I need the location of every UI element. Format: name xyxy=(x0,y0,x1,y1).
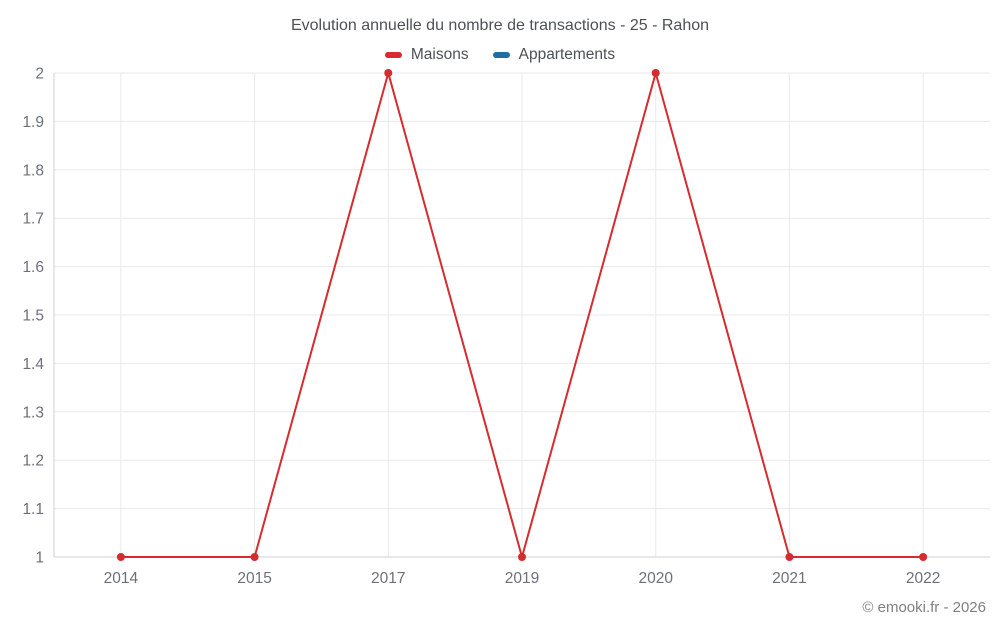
data-point-maisons-2022[interactable] xyxy=(919,553,928,561)
copyright: © emooki.fr - 2026 xyxy=(862,599,986,616)
x-tick-label: 2020 xyxy=(638,570,673,587)
x-tick-label: 2015 xyxy=(237,570,271,587)
data-point-maisons-2015[interactable] xyxy=(250,553,259,561)
legend-swatch xyxy=(384,52,402,58)
x-tick-label: 2019 xyxy=(505,570,539,587)
y-tick-label: 1 xyxy=(35,550,44,567)
legend-item-appartements[interactable]: Appartements xyxy=(492,46,616,64)
y-tick-label: 1.5 xyxy=(22,308,44,325)
x-tick-label: 2017 xyxy=(371,570,405,587)
y-tick-label: 1.3 xyxy=(22,404,44,421)
y-tick-label: 1.1 xyxy=(22,501,44,518)
data-point-maisons-2019[interactable] xyxy=(518,553,526,561)
legend: Maisons Appartements xyxy=(0,46,1000,64)
y-tick-label: 1.2 xyxy=(22,453,44,470)
chart-title: Evolution annuelle du nombre de transact… xyxy=(290,17,710,34)
data-point-maisons-2017[interactable] xyxy=(384,69,393,77)
legend-swatch xyxy=(492,52,510,58)
x-tick-label: 2014 xyxy=(104,570,139,587)
y-tick-label: 1.4 xyxy=(22,356,44,373)
data-point-maisons-2021[interactable] xyxy=(785,553,794,561)
y-tick-label: 1.6 xyxy=(22,259,44,276)
x-tick-label: 2022 xyxy=(906,570,940,587)
y-tick-label: 1.9 xyxy=(22,114,44,131)
x-tick-label: 2021 xyxy=(772,570,806,587)
data-point-maisons-2014[interactable] xyxy=(116,553,125,561)
y-tick-label: 2 xyxy=(35,66,44,83)
legend-label-appartements: Appartements xyxy=(518,46,616,63)
legend-label-maisons: Maisons xyxy=(410,46,469,63)
data-point-maisons-2020[interactable] xyxy=(651,69,660,77)
y-tick-label: 1.7 xyxy=(22,211,44,228)
y-tick-label: 1.8 xyxy=(22,162,44,179)
legend-item-maisons[interactable]: Maisons xyxy=(384,46,469,64)
